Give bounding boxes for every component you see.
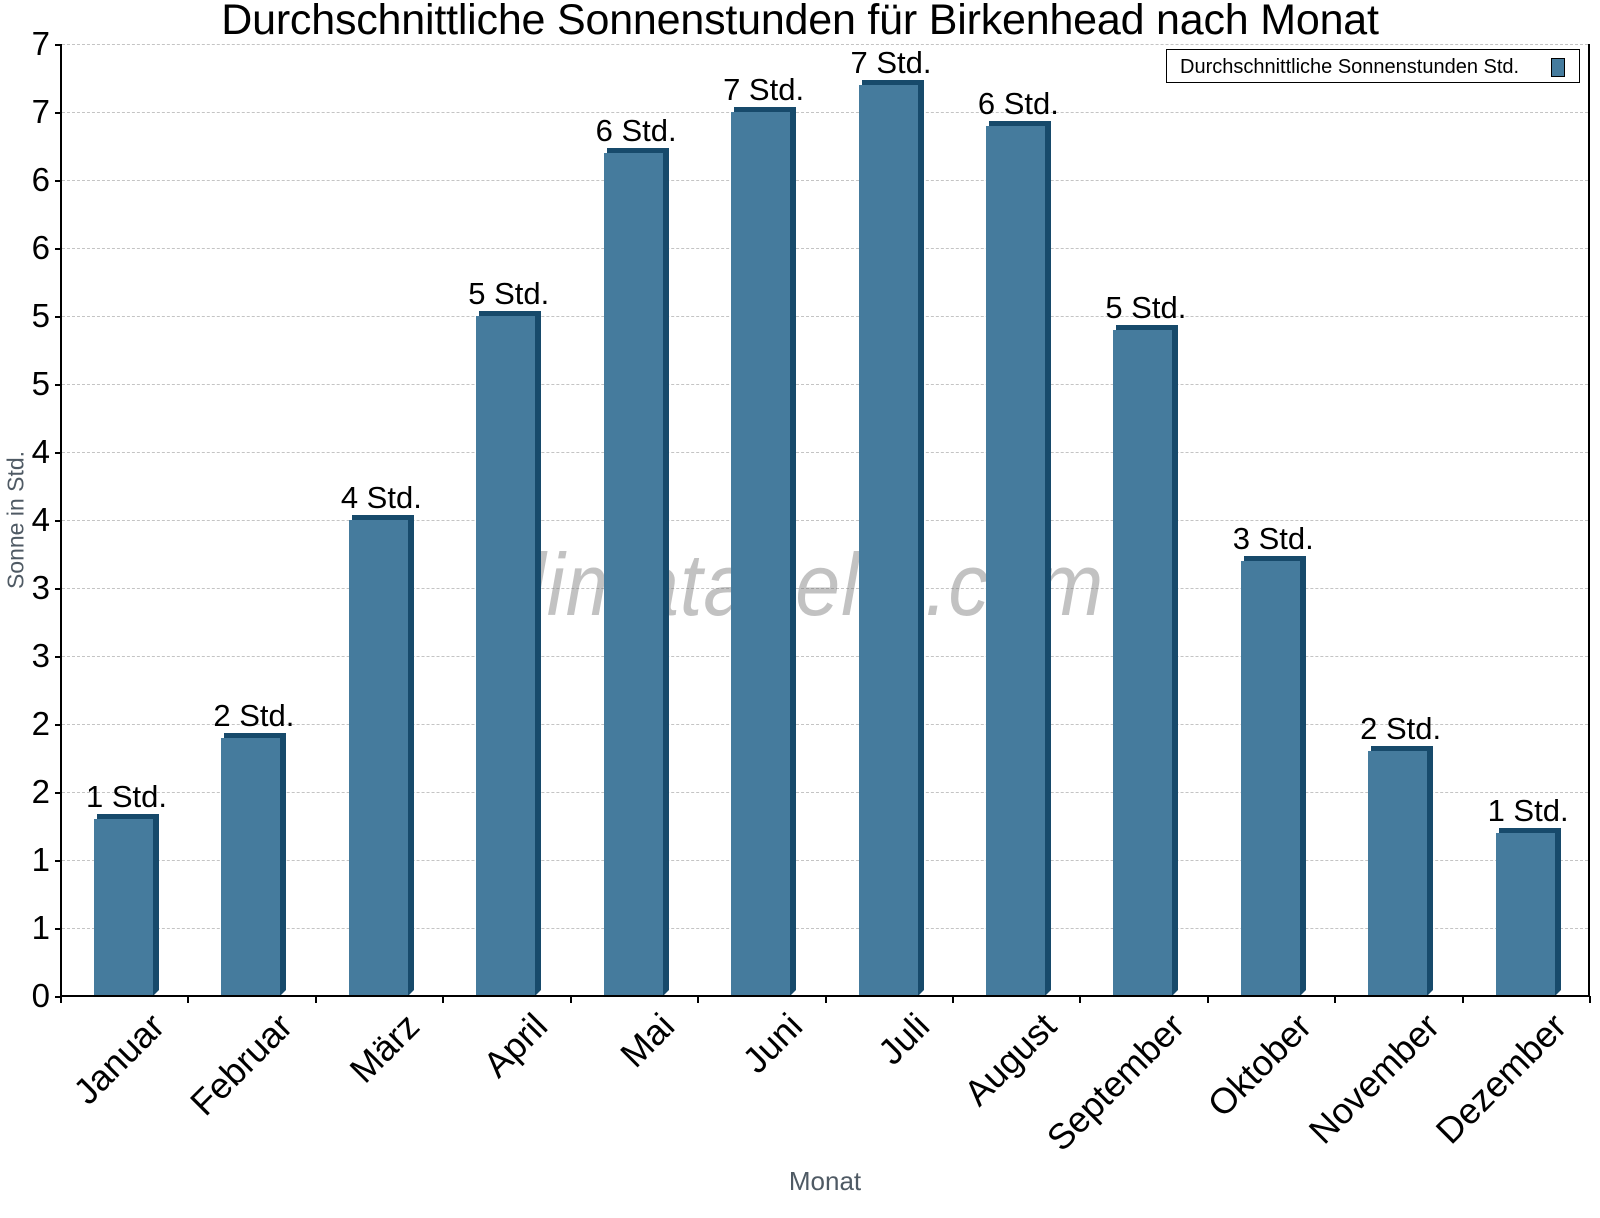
y-tick-label: 6: [31, 161, 50, 198]
data-label: 1 Std.: [86, 779, 167, 815]
data-label: 2 Std.: [1360, 711, 1442, 747]
bar-august: [985, 120, 1051, 996]
y-tick-label: 5: [31, 365, 50, 402]
gridline: [62, 112, 1588, 113]
gridline: [62, 180, 1588, 181]
y-tick-label: 5: [31, 297, 50, 334]
gridline: [62, 792, 1588, 793]
x-tick: [1589, 996, 1591, 1003]
y-tick: [55, 928, 61, 930]
y-tick-label: 2: [31, 773, 50, 810]
bar-februar: [221, 732, 287, 996]
x-tick: [1207, 996, 1209, 1003]
y-tick: [55, 384, 61, 386]
y-tick: [55, 452, 61, 454]
y-tick: [55, 996, 61, 998]
bar-mai: [603, 147, 669, 996]
y-tick-label: 4: [31, 433, 50, 470]
data-label: 7 Std.: [850, 44, 932, 80]
gridline: [62, 928, 1588, 929]
x-tick: [952, 996, 954, 1003]
gridline: [62, 44, 1588, 45]
x-axis-title: Monat: [788, 1166, 862, 1196]
y-tick-label: 3: [31, 569, 50, 606]
bar-april: [476, 311, 542, 996]
gridline: [62, 316, 1588, 317]
x-tick: [187, 996, 189, 1003]
legend: Durchschnittliche Sonnenstunden Std.: [1166, 49, 1580, 83]
right-axis-line: [1588, 44, 1590, 997]
x-tick: [315, 996, 317, 1003]
y-tick: [55, 588, 61, 590]
chart-title: Durchschnittliche Sonnenstunden für Birk…: [221, 0, 1379, 44]
bar-januar: [94, 814, 159, 996]
data-label: 6 Std.: [977, 85, 1059, 121]
bar-september: [1113, 324, 1179, 996]
y-tick-label: 7: [31, 93, 50, 130]
bar-november: [1368, 746, 1434, 996]
y-tick: [55, 792, 61, 794]
x-tick: [697, 996, 699, 1003]
y-tick-label: 1: [31, 909, 50, 946]
x-tick: [60, 996, 62, 1003]
gridline: [62, 860, 1588, 861]
y-tick: [55, 656, 61, 658]
data-label: 3 Std.: [1232, 520, 1314, 556]
data-label: 5 Std.: [468, 276, 550, 311]
data-label: 1 Std.: [1487, 792, 1569, 828]
y-axis-line: [60, 44, 62, 997]
bar-juli: [858, 79, 924, 996]
data-label: 7 Std.: [723, 72, 805, 107]
x-tick: [1334, 996, 1336, 1003]
y-tick-label: 1: [31, 841, 50, 878]
gridline: [62, 248, 1588, 249]
data-label: 4 Std.: [340, 480, 422, 515]
data-label: 6 Std.: [595, 112, 677, 148]
y-tick: [55, 180, 61, 182]
legend-swatch: [1551, 58, 1565, 77]
y-tick-label: 6: [31, 229, 50, 266]
x-tick: [1079, 996, 1081, 1003]
bar-märz: [348, 515, 414, 996]
x-tick: [442, 996, 444, 1003]
gridline: [62, 520, 1588, 521]
data-label: 5 Std.: [1105, 289, 1187, 325]
y-tick-label: 2: [31, 705, 50, 742]
y-tick: [55, 248, 61, 250]
x-tick: [825, 996, 827, 1003]
y-tick: [55, 520, 61, 522]
y-tick: [55, 724, 61, 726]
y-tick: [55, 860, 61, 862]
y-tick-label: 7: [31, 25, 50, 62]
gridline: [62, 588, 1588, 589]
x-tick: [1462, 996, 1464, 1003]
y-tick: [55, 316, 61, 318]
bar-dezember: [1495, 827, 1561, 996]
bar-oktober: [1240, 555, 1306, 996]
x-tick: [570, 996, 572, 1003]
y-tick-label: 3: [31, 637, 50, 674]
y-tick: [55, 44, 61, 46]
data-label: 2 Std.: [213, 697, 295, 733]
gridline: [62, 452, 1588, 453]
y-axis-title: Sonne in Std.: [2, 450, 29, 590]
y-tick-label: 0: [31, 977, 50, 1014]
gridline: [62, 384, 1588, 385]
legend-label: Durchschnittliche Sonnenstunden Std.: [1180, 56, 1520, 78]
bar-juni: [731, 107, 797, 996]
y-tick-label: 4: [31, 501, 50, 538]
gridline: [62, 724, 1588, 725]
y-tick: [55, 112, 61, 114]
gridline: [62, 656, 1588, 657]
